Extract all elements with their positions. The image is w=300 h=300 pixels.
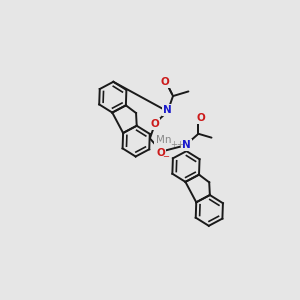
Text: O: O [196,113,205,123]
Text: O: O [161,77,170,87]
Text: N: N [182,140,190,150]
Text: ++: ++ [170,140,184,149]
Text: N: N [163,105,172,115]
Text: −: − [163,152,170,161]
Text: O: O [150,119,159,129]
Text: Mn: Mn [156,135,172,145]
Text: O: O [156,148,165,158]
